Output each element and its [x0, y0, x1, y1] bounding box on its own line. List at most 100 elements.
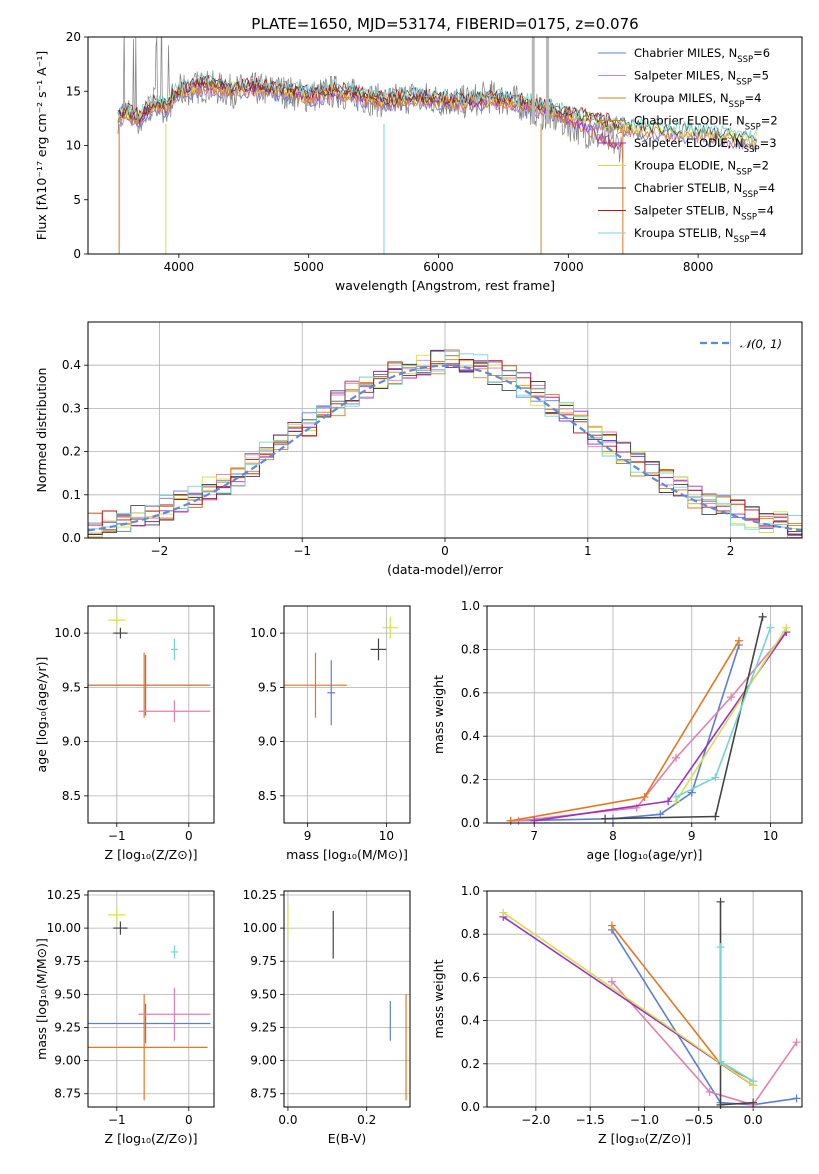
- y-tick-label: 0.6: [461, 970, 480, 984]
- x-tick-label: 7000: [553, 260, 584, 274]
- spectrum-lines: [117, 37, 757, 254]
- y-tick-label: 0.2: [62, 445, 81, 459]
- error-bar-point: [88, 994, 208, 1101]
- y-tick-label: 8.5: [258, 789, 277, 803]
- spectrum-xlabel: wavelength [Angstrom, rest frame]: [335, 278, 555, 293]
- legend-entry: Chabrier MILES, NSSP=6: [634, 46, 770, 65]
- y-tick-label: 9.75: [250, 954, 277, 968]
- mass-weight-series: [672, 623, 775, 801]
- x-tick-label: −0.5: [684, 1113, 713, 1127]
- plus-marker: [792, 1094, 801, 1103]
- y-tick-label: 0.4: [62, 358, 81, 372]
- model-spectrum: [117, 75, 623, 129]
- mass-weight-series: [716, 943, 758, 1086]
- plus-marker: [716, 1057, 725, 1066]
- masked-region: [546, 37, 550, 124]
- residuals-xlabel: (data-model)/error: [387, 562, 504, 577]
- x-tick-label: 0: [441, 544, 449, 558]
- y-tick-label: 0.0: [62, 531, 81, 545]
- legend-entry: Kroupa ELODIE, NSSP=2: [634, 159, 769, 178]
- observed-spectrum: [117, 37, 623, 163]
- x-tick-label: 8000: [683, 260, 714, 274]
- gaussian-legend-label: 𝒩(0, 1): [740, 337, 782, 351]
- mass-vs-Z-xlabel: Z [log₁₀(Z/Z⊙)]: [105, 1131, 198, 1146]
- y-tick-label: 0.8: [461, 927, 480, 941]
- legend-entry: Chabrier ELODIE, NSSP=2: [634, 114, 778, 133]
- plus-marker: [758, 612, 767, 621]
- x-tick-label: 0.0: [278, 1113, 297, 1127]
- error-bar-point: [108, 614, 126, 626]
- error-bar-point: [113, 627, 128, 639]
- y-tick-label: 10.0: [250, 626, 277, 640]
- error-bar-point: [170, 945, 178, 959]
- plus-marker: [749, 1098, 758, 1107]
- x-tick-label: 10: [763, 829, 778, 843]
- x-tick-label: −2: [151, 544, 169, 558]
- x-tick-label: −1.0: [630, 1113, 659, 1127]
- age-vs-Z-axes: −1 0 8.5 9.0 9.5 10.0 Z [log₁₀(Z/Z⊙)] age [log₁…: [34, 605, 215, 862]
- x-tick-label: −2.0: [521, 1113, 550, 1127]
- mass-weight-vs-Z-axes: −2.0 −1.5 −1.0 −0.5 0.0 0.0 0.2 0.4 0.6 0.8 1.0 Z […: [431, 884, 803, 1146]
- x-tick-label: 0.0: [744, 1113, 763, 1127]
- mass-weight-series: [499, 908, 758, 1090]
- y-tick-label: 15: [66, 84, 81, 98]
- error-bar-point: [170, 638, 178, 661]
- masked-region: [531, 37, 535, 124]
- y-tick-label: 10.25: [47, 888, 81, 902]
- legend-entry: Kroupa MILES, NSSP=4: [634, 91, 761, 110]
- y-tick-label: 10.0: [54, 626, 81, 640]
- y-tick-label: 9.25: [54, 1020, 81, 1034]
- y-tick-label: 10.00: [47, 921, 81, 935]
- x-tick-label: 0.2: [357, 1113, 376, 1127]
- x-tick-label: 1: [584, 544, 592, 558]
- legend-entry: Salpeter ELODIE, NSSP=3: [634, 136, 777, 155]
- y-tick-label: 20: [66, 30, 81, 44]
- error-bar-point: [382, 616, 399, 639]
- mass-weight-series: [506, 636, 743, 825]
- y-tick-label: 9.5: [62, 680, 81, 694]
- error-bar-point: [138, 700, 211, 723]
- age-vs-mass-xlabel: mass [log₁₀(M/M⊙)]: [286, 847, 408, 862]
- plus-marker: [640, 792, 649, 801]
- x-tick-label: 9: [304, 829, 312, 843]
- error-bar-point: [108, 908, 126, 922]
- plus-marker: [716, 943, 725, 952]
- y-tick-label: 10: [66, 139, 81, 153]
- plus-marker: [499, 908, 508, 917]
- x-tick-label: 9: [688, 829, 696, 843]
- y-tick-label: 9.5: [258, 680, 277, 694]
- error-bar-point: [88, 1003, 211, 1044]
- y-tick-label: 1.0: [461, 884, 480, 898]
- y-tick-label: 9.00: [250, 1054, 277, 1068]
- legend-entry: Chabrier STELIB, NSSP=4: [634, 181, 775, 200]
- y-tick-label: 9.0: [62, 735, 81, 749]
- mass-vs-Z-ylabel: mass [log₁₀(M/M⊙)]: [34, 938, 49, 1060]
- residuals-axes: −2 −1 0 1 2 0.0 0.1 0.2 0.3 0.4 (data-model)/error…: [34, 321, 803, 577]
- plus-marker: [727, 693, 736, 702]
- plus-marker: [607, 921, 616, 930]
- age-vs-Z-xlabel: Z [log₁₀(Z/Z⊙)]: [105, 847, 198, 862]
- y-tick-label: 0.8: [461, 642, 480, 656]
- y-tick-label: 0.2: [461, 1057, 480, 1071]
- legend-entry: Salpeter STELIB, NSSP=4: [634, 204, 774, 223]
- y-tick-label: 0.4: [461, 1014, 480, 1028]
- mass-weight-vs-Z-xlabel: Z [log₁₀(Z/Z⊙)]: [598, 1131, 691, 1146]
- mass-weight-vs-age-xlabel: age [log₁₀(age/yr)]: [587, 847, 703, 862]
- y-tick-label: 8.75: [250, 1087, 277, 1101]
- plus-marker: [601, 814, 610, 823]
- y-tick-label: 9.25: [250, 1020, 277, 1034]
- x-tick-label: −1: [293, 544, 311, 558]
- plus-marker: [782, 623, 791, 632]
- x-tick-label: −1: [108, 829, 126, 843]
- y-tick-label: 0.1: [62, 488, 81, 502]
- y-tick-label: 0.6: [461, 686, 480, 700]
- error-bar-point: [138, 987, 211, 1041]
- legend-entry: Salpeter MILES, NSSP=5: [634, 69, 769, 88]
- age-vs-Z-ylabel: age [log₁₀(age/yr)]: [34, 657, 49, 773]
- plus-marker: [705, 1087, 714, 1096]
- mass-weight-vs-age-ylabel: mass weight: [431, 675, 446, 754]
- x-tick-label: 8: [609, 829, 617, 843]
- error-bar-point: [284, 652, 347, 718]
- y-tick-label: 10.00: [243, 921, 277, 935]
